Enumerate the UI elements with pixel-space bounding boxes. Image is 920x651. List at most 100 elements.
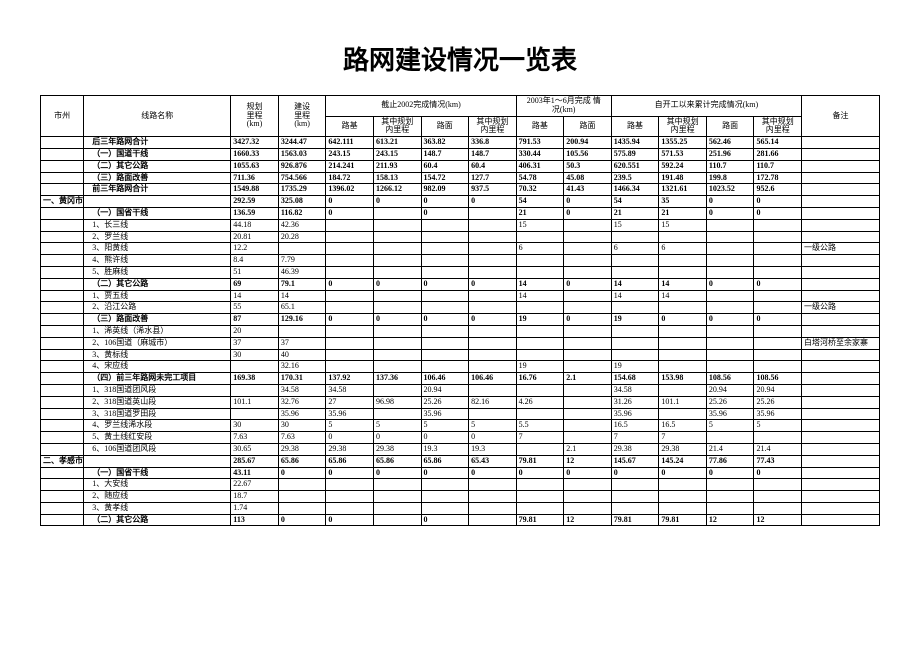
cell-value: 571.53 (659, 148, 707, 160)
cell-value (373, 255, 421, 267)
cell-value (754, 432, 802, 444)
cell-value (659, 408, 707, 420)
cell-value (754, 479, 802, 491)
cell-value: 0 (469, 196, 517, 208)
cell-value (706, 337, 754, 349)
cell-value: 330.44 (516, 148, 564, 160)
cell-value: 281.66 (754, 148, 802, 160)
cell-value (564, 384, 612, 396)
cell-value: 3244.47 (278, 137, 326, 149)
cell-remark (802, 184, 880, 196)
cell-name: 2、随应线 (84, 491, 231, 503)
cell-value: 0 (278, 467, 326, 479)
cell-value (421, 255, 469, 267)
cell-value: 2.1 (564, 443, 612, 455)
cell-value (754, 337, 802, 349)
cell-value (611, 491, 659, 503)
cell-value: 7.79 (278, 255, 326, 267)
cell-value: 0 (326, 278, 374, 290)
cell-value (373, 266, 421, 278)
cell-value: 0 (754, 196, 802, 208)
cell-value: 285.67 (231, 455, 279, 467)
cell-value: 0 (706, 314, 754, 326)
cell-value (421, 290, 469, 302)
cell-value (373, 302, 421, 314)
cell-value: 0 (373, 314, 421, 326)
cell-value: 21 (611, 207, 659, 219)
cell-value: 21 (659, 207, 707, 219)
cell-value (659, 479, 707, 491)
cell-name: （一）国道干线 (84, 148, 231, 160)
cell-value: 14 (231, 290, 279, 302)
cell-name: （二）其它公路 (84, 160, 231, 172)
cell-value: 30.65 (231, 443, 279, 455)
table-row: 5、胜麻线5146.39 (41, 266, 880, 278)
cell-value: 14 (278, 290, 326, 302)
cell-value (373, 243, 421, 255)
cell-value: 15 (659, 219, 707, 231)
cell-value: 69 (231, 278, 279, 290)
cell-value: 35.96 (611, 408, 659, 420)
table-row: 1、浠英线（浠水县）20 (41, 325, 880, 337)
cell-value: 5 (469, 420, 517, 432)
cell-remark (802, 278, 880, 290)
table-row: 4、罗兰线浠水段303055555.516.516.555 (41, 420, 880, 432)
cell-value: 0 (754, 314, 802, 326)
cell-value: 5.5 (516, 420, 564, 432)
cell-value (564, 420, 612, 432)
table-row: 6、106国道团风段30.6529.3829.3829.3819.319.32.… (41, 443, 880, 455)
cell-value: 31.26 (611, 396, 659, 408)
cell-value (564, 491, 612, 503)
cell-value: 14 (611, 278, 659, 290)
cell-value (754, 290, 802, 302)
cell-value: 137.92 (326, 373, 374, 385)
cell-value: 0 (326, 467, 374, 479)
cell-name: 1、浠英线（浠水县） (84, 325, 231, 337)
cell-value: 154.68 (611, 373, 659, 385)
hdr-2002-ghnei2: 其中规划 内里程 (469, 116, 517, 137)
cell-value (326, 491, 374, 503)
cell-remark (802, 172, 880, 184)
cell-value: 45.08 (564, 172, 612, 184)
table-row: 1、318国道团风段34.5834.5820.9434.5820.9420.94 (41, 384, 880, 396)
cell-value: 1396.02 (326, 184, 374, 196)
cell-value (611, 255, 659, 267)
cell-value: 110.7 (706, 160, 754, 172)
cell-remark (802, 455, 880, 467)
cell-value: 0 (421, 196, 469, 208)
cell-value: 200.94 (564, 137, 612, 149)
cell-value (469, 408, 517, 420)
cell-value: 127.7 (469, 172, 517, 184)
cell-remark (802, 325, 880, 337)
cell-shizhou (41, 443, 84, 455)
cell-value: 292.59 (231, 196, 279, 208)
cell-name: （一）国省干线 (84, 467, 231, 479)
page-title: 路网建设情况一览表 (40, 40, 880, 77)
cell-value: 0 (706, 196, 754, 208)
cell-value: 620.551 (611, 160, 659, 172)
cell-value: 5 (421, 420, 469, 432)
cell-remark (802, 384, 880, 396)
cell-value: 116.82 (278, 207, 326, 219)
table-row: 后三年路网合计3427.323244.47642.111613.21363.82… (41, 137, 880, 149)
cell-value: 6 (611, 243, 659, 255)
cell-value: 20.94 (754, 384, 802, 396)
cell-value (373, 349, 421, 361)
cell-name: 3、黄标线 (84, 349, 231, 361)
cell-value (706, 266, 754, 278)
cell-name: 2、318国道英山段 (84, 396, 231, 408)
cell-value: 41.43 (564, 184, 612, 196)
cell-value: 926.876 (278, 160, 326, 172)
cell-name: 2、罗兰线 (84, 231, 231, 243)
cell-value: 55 (231, 302, 279, 314)
cell-value (469, 502, 517, 514)
cell-value (326, 219, 374, 231)
cell-value: 65.86 (421, 455, 469, 467)
cell-value: 0 (373, 196, 421, 208)
cell-value (469, 479, 517, 491)
cell-value (516, 491, 564, 503)
cell-value (706, 432, 754, 444)
cell-value (326, 325, 374, 337)
cell-value: 19 (516, 361, 564, 373)
cell-shizhou (41, 408, 84, 420)
